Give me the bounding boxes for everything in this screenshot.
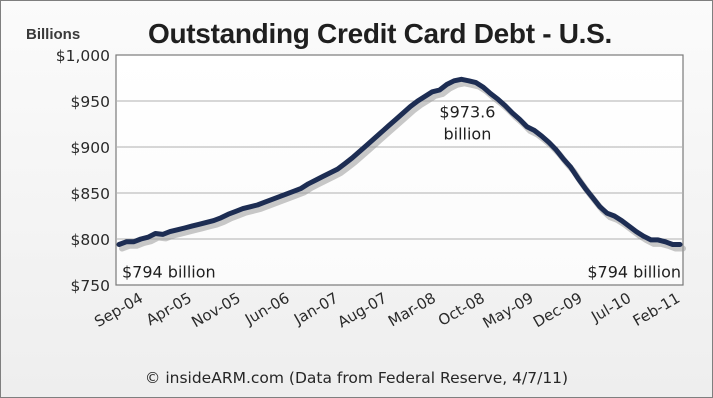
- annotations: $794 billion $973.6 billion $794 billion: [122, 102, 681, 281]
- x-axis-ticks: Sep-04Apr-05Nov-05Jun-06Jan-07Aug-07Mar-…: [91, 289, 683, 332]
- x-tick-label: Feb-11: [630, 289, 683, 330]
- x-tick-label: Jan-07: [290, 289, 341, 329]
- series-group: [116, 76, 686, 252]
- chart-source-footer: © insideARM.com (Data from Federal Reser…: [144, 369, 569, 387]
- x-tick-label: Jul-10: [587, 289, 634, 326]
- y-axis-ticks: $750 $800 $850 $900 $950 $1,000: [56, 47, 110, 295]
- x-tick-label: Aug-07: [335, 289, 391, 331]
- x-tick-label: Apr-05: [143, 289, 195, 329]
- annotation-peak-label: $973.6: [439, 102, 495, 121]
- x-tick-label: Nov-05: [188, 289, 243, 331]
- x-tick-label: Mar-08: [385, 289, 439, 331]
- x-tick-label: May-09: [480, 289, 537, 332]
- chart-title: Outstanding Credit Card Debt - U.S.: [148, 18, 612, 49]
- x-tick-label: Jun-06: [241, 289, 292, 329]
- y-units-label: Billions: [26, 26, 81, 43]
- plot-area: [115, 54, 684, 286]
- y-tick-label: $950: [71, 93, 110, 111]
- y-tick-label: $1,000: [56, 47, 110, 65]
- annotation-end-label: $794 billion: [587, 263, 681, 282]
- y-tick-label: $800: [71, 231, 110, 249]
- y-tick-label: $900: [71, 139, 110, 157]
- y-tick-label: $750: [71, 277, 110, 295]
- annotation-peak-label-line2: billion: [443, 124, 491, 143]
- x-tick-label: Sep-04: [91, 289, 146, 331]
- y-tick-label: $850: [71, 185, 110, 203]
- series-line: [116, 76, 683, 247]
- gridlines: [116, 100, 683, 240]
- annotation-start-label: $794 billion: [122, 263, 216, 282]
- x-tick-label: Oct-08: [435, 289, 488, 330]
- x-tick-label: Dec-09: [530, 289, 585, 331]
